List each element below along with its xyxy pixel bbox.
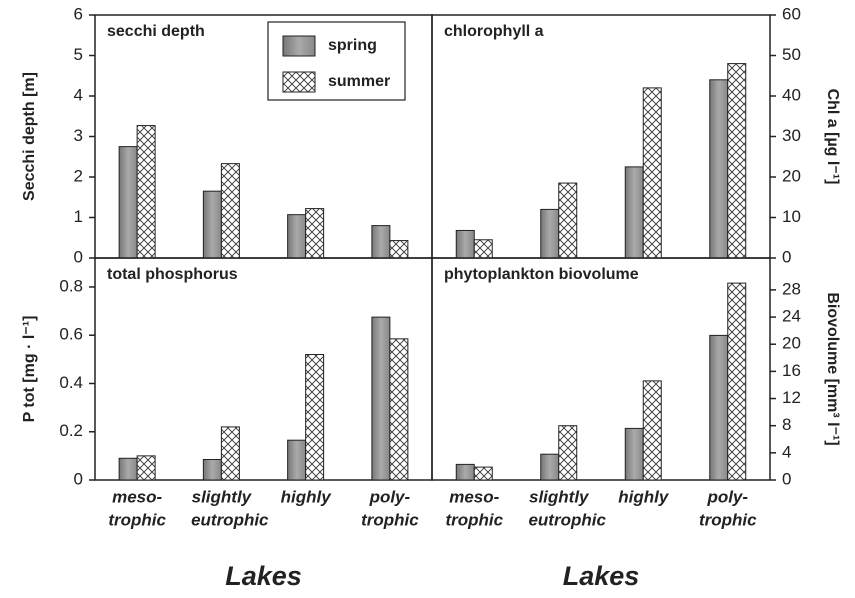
x-tick-sublabel: trophic [699,510,757,529]
bar [558,425,578,481]
x-tick-label: slightly [192,487,253,506]
y-tick-label: 0.2 [59,421,83,440]
bar [305,354,325,481]
x-tick-label: poly- [369,487,411,506]
x-tick-label: highly [281,487,333,506]
x-tick-sublabel: trophic [108,510,166,529]
y-tick-label: 2 [74,166,83,185]
bar [202,458,222,481]
bar [287,439,307,481]
y-axis-label: Biovolume [mm³ l⁻¹] [824,292,841,445]
x-tick-sublabel: eutrophic [528,510,606,529]
bar [202,190,222,259]
bar [642,380,662,481]
bar [540,453,560,481]
bar [624,166,644,259]
legend-swatch [282,71,316,93]
bar [220,426,240,481]
panel-title: phytoplankton biovolume [444,266,639,283]
bar [727,282,747,481]
panel-frame [431,257,771,481]
panel-title: total phosphorus [107,266,238,283]
bar [540,208,560,259]
y-tick-label: 20 [782,334,801,353]
y-tick-label: 6 [74,4,83,23]
bar [727,63,747,259]
y-tick-label: 3 [74,126,83,145]
bar [220,163,240,259]
bar [455,463,475,481]
bar [371,225,391,259]
y-tick-label: 0 [782,247,791,266]
bar [287,214,307,259]
y-tick-label: 20 [782,166,801,185]
y-axis-label: Chl a [µg l⁻¹] [824,89,841,185]
bar [709,334,729,481]
bar [455,229,475,259]
x-tick-label: meso- [449,487,499,506]
x-tick-label: poly- [706,487,748,506]
bar [473,239,493,259]
y-tick-label: 0 [782,469,791,488]
x-axis-label: Lakes [225,561,302,591]
y-axis-label: P tot [mg · l⁻¹] [21,316,38,423]
legend-swatch [282,35,316,57]
y-tick-label: 40 [782,85,801,104]
x-tick-sublabel: eutrophic [191,510,269,529]
y-tick-label: 5 [74,45,83,64]
y-tick-label: 50 [782,45,801,64]
bar [624,427,644,481]
y-tick-label: 0.6 [59,325,83,344]
y-tick-label: 0 [74,469,83,488]
legend-label: summer [328,73,390,90]
bar [136,125,156,259]
x-tick-label: highly [618,487,670,506]
x-tick-sublabel: trophic [445,510,503,529]
x-tick-label: meso- [112,487,162,506]
bar [558,182,578,259]
bar [389,240,409,259]
y-tick-label: 60 [782,4,801,23]
y-tick-label: 24 [782,307,801,326]
x-axis-label: Lakes [563,561,640,591]
y-tick-label: 1 [74,207,83,226]
y-tick-label: 0.8 [59,276,83,295]
y-tick-label: 4 [782,442,791,461]
bar [389,338,409,481]
bar [709,79,729,259]
x-tick-label: slightly [529,487,590,506]
y-tick-label: 4 [74,85,83,104]
bar [642,87,662,259]
y-tick-label: 0 [74,247,83,266]
x-tick-sublabel: trophic [361,510,419,529]
bar [371,316,391,481]
y-tick-label: 30 [782,126,801,145]
bar [473,466,493,481]
y-tick-label: 8 [782,415,791,434]
y-tick-label: 0.4 [59,373,83,392]
legend-label: spring [328,37,377,54]
bar [305,208,325,259]
panel-title: secchi depth [107,23,205,40]
y-tick-label: 10 [782,207,801,226]
y-tick-label: 16 [782,361,801,380]
y-tick-label: 28 [782,279,801,298]
y-axis-label: Secchi depth [m] [21,72,38,201]
bar [118,146,138,259]
bar [118,457,138,481]
panel-title: chlorophyll a [444,23,544,40]
y-tick-label: 12 [782,388,801,407]
bar [136,455,156,481]
